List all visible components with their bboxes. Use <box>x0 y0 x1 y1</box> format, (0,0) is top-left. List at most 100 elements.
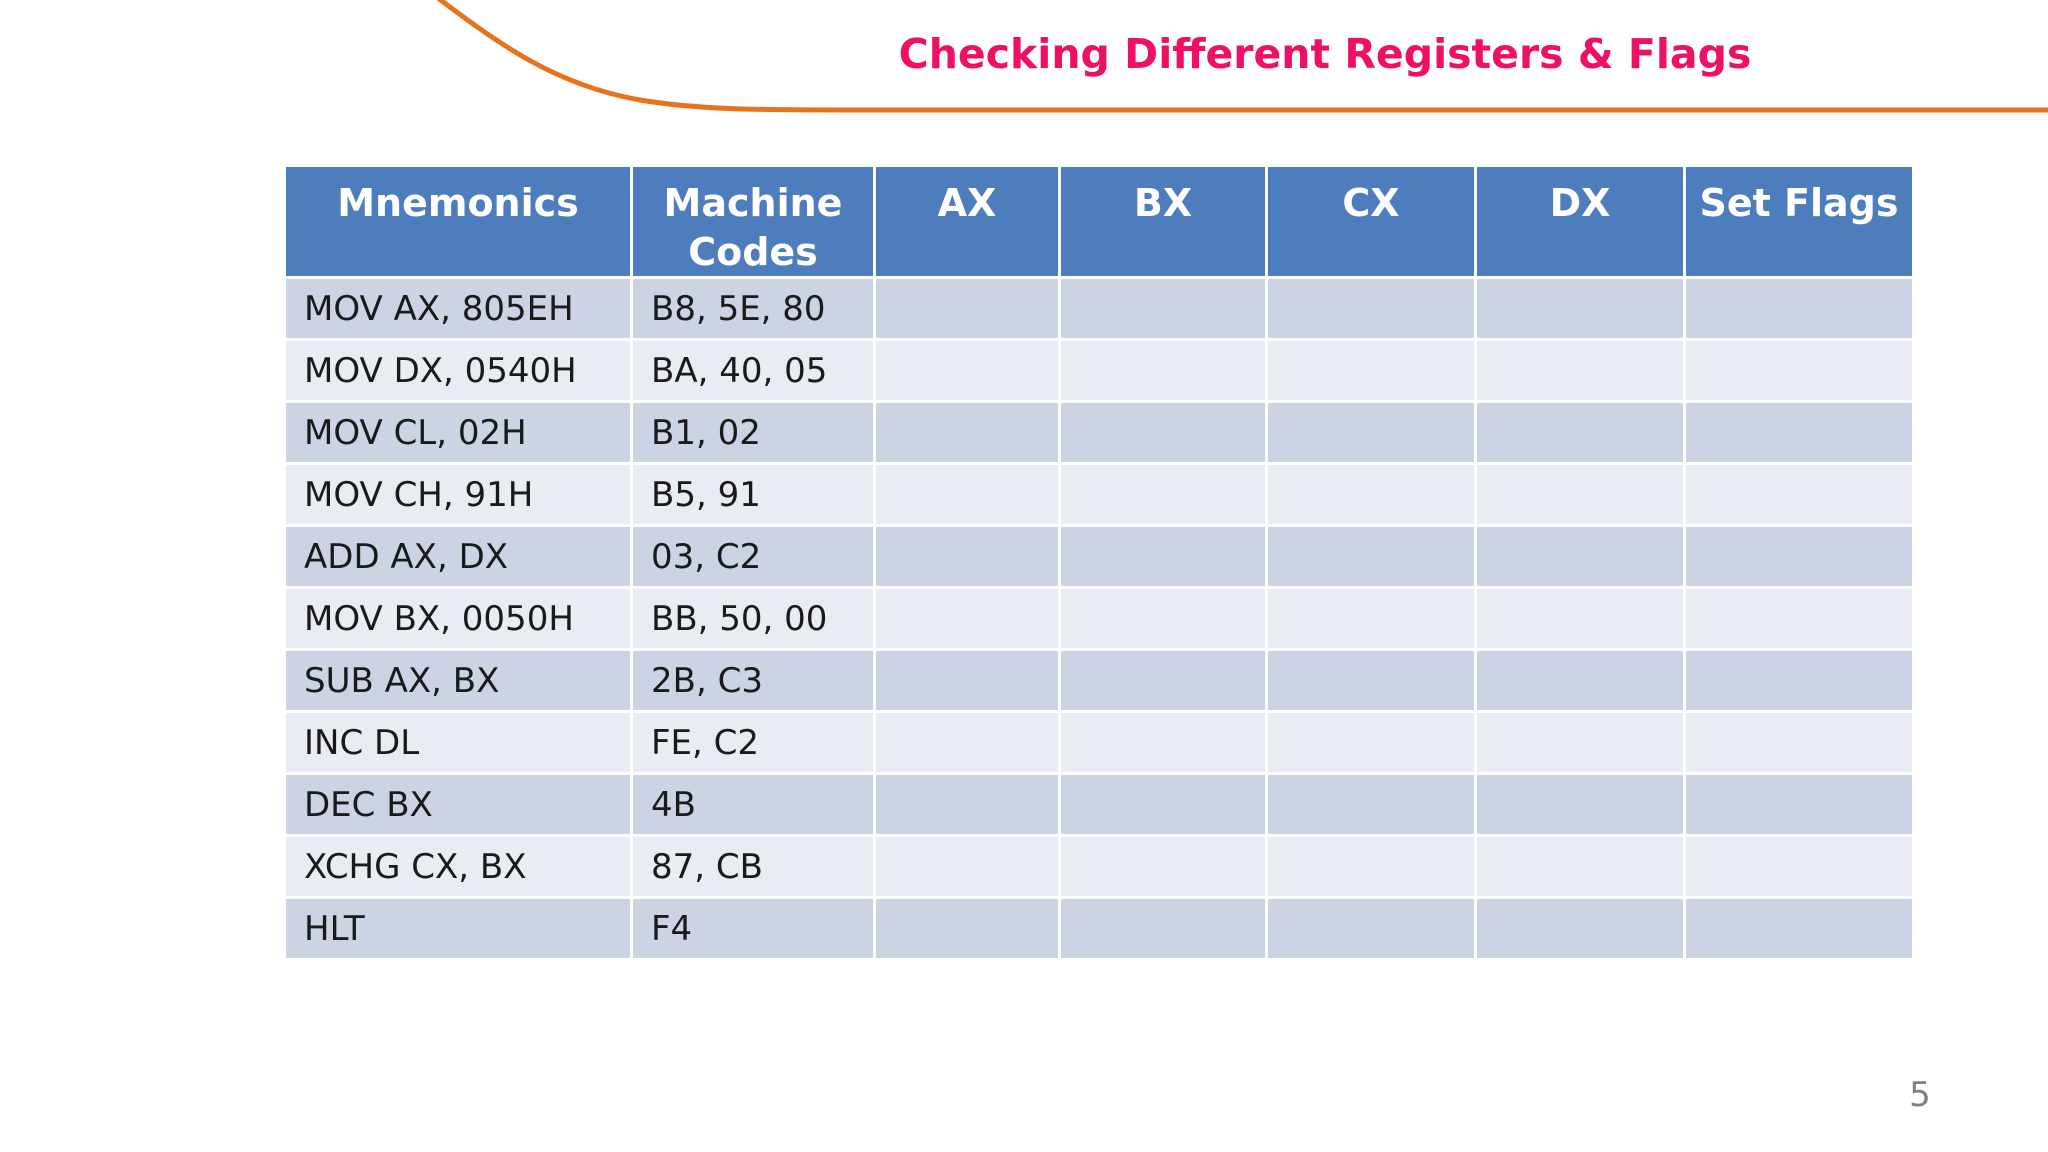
slide-title: Checking Different Registers & Flags <box>898 30 1752 78</box>
registers-flags-table: Mnemonics Machine Codes AX BX CX DX Set Flags … <box>283 164 1915 961</box>
cell-machine-codes: 2B, C3 <box>633 651 873 711</box>
cell-bx <box>1061 651 1265 711</box>
cell-cx <box>1268 775 1474 835</box>
table-row: ADD AX, DX 03, C2 <box>286 527 1912 587</box>
cell-cx <box>1268 403 1474 463</box>
cell-mnemonic: MOV DX, 0540H <box>286 341 630 401</box>
table-row: MOV CL, 02H B1, 02 <box>286 403 1912 463</box>
cell-cx <box>1268 837 1474 897</box>
cell-bx <box>1061 527 1265 587</box>
table-row: MOV DX, 0540H BA, 40, 05 <box>286 341 1912 401</box>
table-row: MOV AX, 805EH B8, 5E, 80 <box>286 279 1912 339</box>
cell-ax <box>876 589 1058 649</box>
cell-set-flags <box>1686 403 1912 463</box>
cell-set-flags <box>1686 279 1912 339</box>
cell-mnemonic: MOV BX, 0050H <box>286 589 630 649</box>
cell-bx <box>1061 899 1265 959</box>
cell-set-flags <box>1686 651 1912 711</box>
cell-mnemonic: ADD AX, DX <box>286 527 630 587</box>
cell-machine-codes: 4B <box>633 775 873 835</box>
cell-machine-codes: BA, 40, 05 <box>633 341 873 401</box>
cell-bx <box>1061 465 1265 525</box>
cell-mnemonic: INC DL <box>286 713 630 773</box>
table-header-row: Mnemonics Machine Codes AX BX CX DX Set Flags <box>286 167 1912 277</box>
cell-bx <box>1061 589 1265 649</box>
cell-mnemonic: SUB AX, BX <box>286 651 630 711</box>
cell-ax <box>876 775 1058 835</box>
cell-ax <box>876 403 1058 463</box>
cell-ax <box>876 279 1058 339</box>
cell-dx <box>1477 589 1683 649</box>
cell-cx <box>1268 589 1474 649</box>
cell-dx <box>1477 403 1683 463</box>
cell-ax <box>876 713 1058 773</box>
cell-machine-codes: B8, 5E, 80 <box>633 279 873 339</box>
column-header-machine-codes: Machine Codes <box>633 167 873 277</box>
table-row: MOV BX, 0050H BB, 50, 00 <box>286 589 1912 649</box>
cell-bx <box>1061 775 1265 835</box>
cell-machine-codes: FE, C2 <box>633 713 873 773</box>
table-row: INC DL FE, C2 <box>286 713 1912 773</box>
cell-bx <box>1061 279 1265 339</box>
cell-set-flags <box>1686 775 1912 835</box>
cell-set-flags <box>1686 589 1912 649</box>
column-header-set-flags: Set Flags <box>1686 167 1912 277</box>
cell-cx <box>1268 527 1474 587</box>
cell-dx <box>1477 279 1683 339</box>
cell-cx <box>1268 279 1474 339</box>
cell-cx <box>1268 341 1474 401</box>
cell-machine-codes: 03, C2 <box>633 527 873 587</box>
cell-mnemonic: MOV CL, 02H <box>286 403 630 463</box>
cell-dx <box>1477 837 1683 897</box>
cell-ax <box>876 837 1058 897</box>
cell-dx <box>1477 651 1683 711</box>
cell-cx <box>1268 465 1474 525</box>
cell-machine-codes: B1, 02 <box>633 403 873 463</box>
cell-machine-codes: 87, CB <box>633 837 873 897</box>
cell-bx <box>1061 713 1265 773</box>
cell-dx <box>1477 465 1683 525</box>
cell-set-flags <box>1686 465 1912 525</box>
table-row: DEC BX 4B <box>286 775 1912 835</box>
table-row: MOV CH, 91H B5, 91 <box>286 465 1912 525</box>
column-header-mnemonic: Mnemonics <box>286 167 630 277</box>
cell-cx <box>1268 899 1474 959</box>
cell-dx <box>1477 775 1683 835</box>
cell-set-flags <box>1686 837 1912 897</box>
cell-dx <box>1477 899 1683 959</box>
table-row: HLT F4 <box>286 899 1912 959</box>
cell-dx <box>1477 527 1683 587</box>
cell-cx <box>1268 713 1474 773</box>
cell-ax <box>876 527 1058 587</box>
cell-cx <box>1268 651 1474 711</box>
cell-dx <box>1477 341 1683 401</box>
cell-ax <box>876 651 1058 711</box>
cell-ax <box>876 899 1058 959</box>
cell-dx <box>1477 713 1683 773</box>
cell-ax <box>876 341 1058 401</box>
cell-machine-codes: F4 <box>633 899 873 959</box>
cell-set-flags <box>1686 899 1912 959</box>
cell-set-flags <box>1686 527 1912 587</box>
cell-mnemonic: DEC BX <box>286 775 630 835</box>
cell-machine-codes: B5, 91 <box>633 465 873 525</box>
cell-set-flags <box>1686 341 1912 401</box>
cell-bx <box>1061 837 1265 897</box>
cell-mnemonic: MOV AX, 805EH <box>286 279 630 339</box>
cell-bx <box>1061 403 1265 463</box>
cell-bx <box>1061 341 1265 401</box>
column-header-bx: BX <box>1061 167 1265 277</box>
table-row: SUB AX, BX 2B, C3 <box>286 651 1912 711</box>
cell-mnemonic: HLT <box>286 899 630 959</box>
cell-mnemonic: XCHG CX, BX <box>286 837 630 897</box>
column-header-ax: AX <box>876 167 1058 277</box>
page-number: 5 <box>1909 1075 1931 1115</box>
cell-machine-codes: BB, 50, 00 <box>633 589 873 649</box>
cell-mnemonic: MOV CH, 91H <box>286 465 630 525</box>
column-header-cx: CX <box>1268 167 1474 277</box>
cell-set-flags <box>1686 713 1912 773</box>
table-row: XCHG CX, BX 87, CB <box>286 837 1912 897</box>
column-header-dx: DX <box>1477 167 1683 277</box>
cell-ax <box>876 465 1058 525</box>
